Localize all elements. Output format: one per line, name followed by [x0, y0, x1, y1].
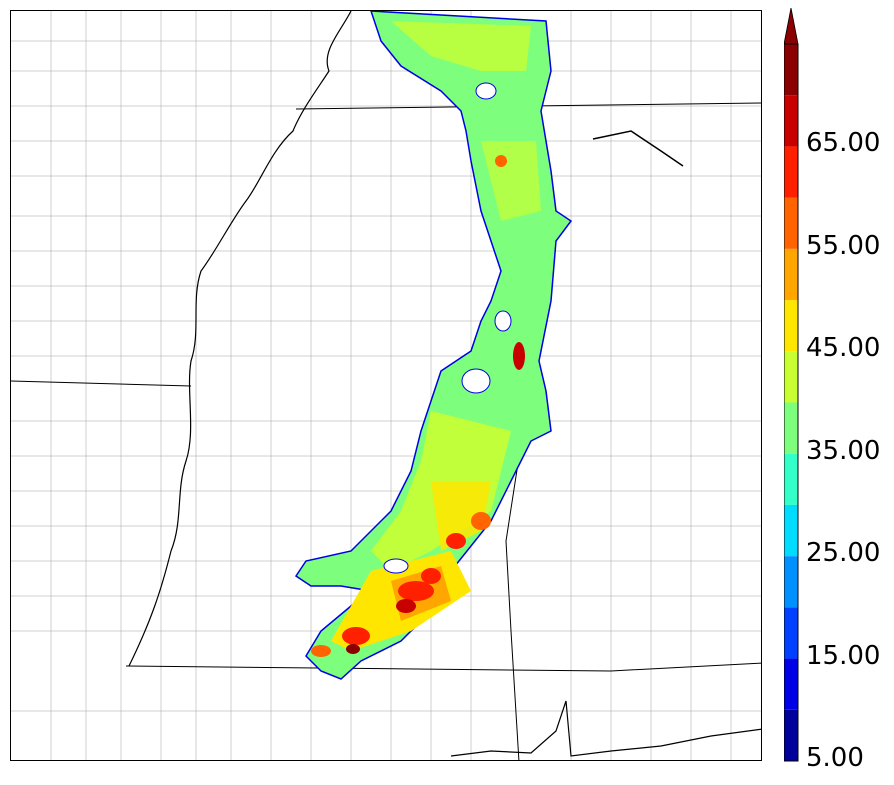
colorbar	[784, 8, 799, 762]
colorbar-swatch	[784, 556, 798, 608]
map-panel[interactable]	[10, 10, 762, 761]
colorbar-extend-arrow	[784, 8, 799, 45]
colorbar-swatches	[784, 44, 798, 761]
mississippi-river	[128, 11, 352, 667]
colorbar-tick-label: 5.00	[806, 743, 864, 773]
colorbar-swatch	[784, 44, 798, 96]
colorbar-swatch	[784, 402, 798, 454]
colorbar-swatch	[784, 95, 798, 147]
colorbar-swatch	[784, 709, 798, 761]
colorbar-tick-label: 15.00	[806, 640, 881, 671]
colorbar-swatch	[784, 146, 798, 198]
colorbar-tick-label: 35.00	[806, 435, 881, 466]
colorbar-swatch	[784, 351, 798, 403]
reflectivity-field	[294, 11, 573, 680]
colorbar-tick-label: 45.00	[806, 333, 881, 364]
colorbar-swatch	[784, 504, 798, 557]
radar-map	[11, 11, 761, 760]
colorbar-frame	[784, 43, 799, 762]
colorbar-swatch	[784, 197, 798, 249]
colorbar-swatch	[784, 248, 798, 301]
colorbar-swatch	[784, 453, 798, 505]
gulf-coastline	[450, 700, 761, 757]
colorbar-tick-label: 65.00	[806, 128, 881, 159]
colorbar-tick-label: 55.00	[806, 230, 881, 261]
colorbar-tick-label: 25.00	[806, 538, 881, 569]
tennessee-river	[592, 130, 684, 167]
colorbar-swatch	[784, 607, 798, 659]
colorbar-swatch	[784, 300, 798, 352]
colorbar-swatch	[784, 658, 798, 710]
state-boundaries	[11, 95, 761, 760]
